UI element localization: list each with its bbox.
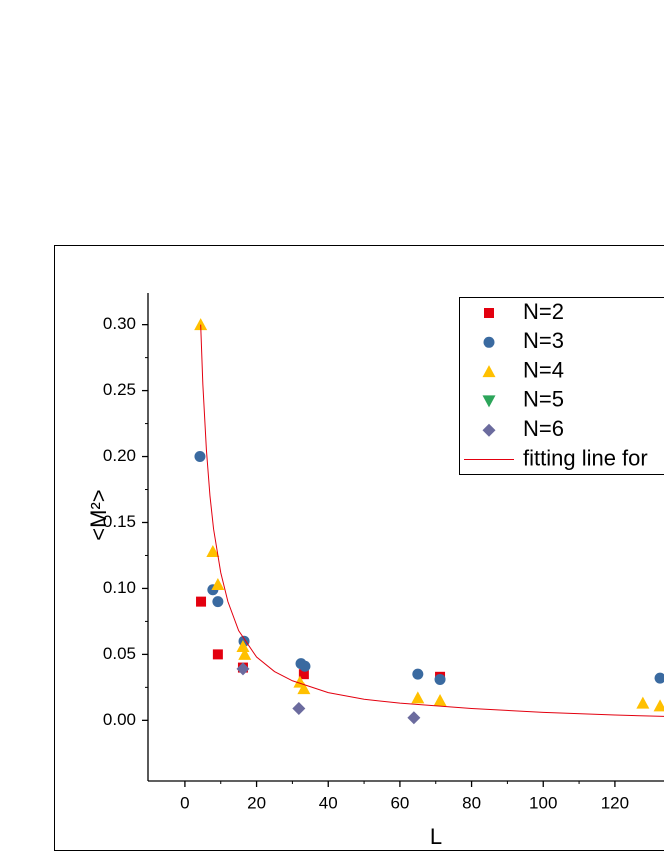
point [236,662,250,676]
point [236,639,250,652]
legend-label: N=2 [523,299,564,324]
legend-box [459,297,664,475]
legend-swatch [482,395,496,408]
point [238,647,252,660]
legend-label: N=5 [523,387,564,412]
x-axis-label: L [430,824,442,849]
y-tick-label: 0.15 [103,512,136,531]
point [412,668,424,680]
point [212,649,223,660]
frame [54,245,664,851]
legend-label: N=3 [523,328,564,353]
legend-swatch [482,423,496,437]
point [433,694,447,707]
y-tick-label: 0.30 [103,314,136,333]
point [292,701,306,715]
point [194,318,208,331]
point [211,577,225,590]
point [407,711,421,725]
legend-swatch [484,308,494,318]
point [206,545,220,558]
y-axis-label: <M²> [86,489,111,540]
legend-label: fitting line for [523,445,648,470]
y-tick-label: 0.25 [103,380,136,399]
point [297,682,311,695]
point [653,699,664,712]
point [196,596,207,607]
point [654,672,664,684]
legend-label: N=6 [523,416,564,441]
y-tick-label: 0.10 [103,578,136,597]
x-tick-label: 100 [529,793,557,812]
legend-swatch [483,336,495,348]
legend-swatch [482,365,496,378]
x-tick-label: 80 [462,793,481,812]
y-tick-label: 0.05 [103,644,136,663]
y-tick-label: 0.00 [103,710,136,729]
legend-label: N=4 [523,357,564,382]
x-tick-label: 20 [247,793,266,812]
point [298,669,309,680]
point [636,696,650,709]
point [434,673,446,685]
x-tick-label: 0 [180,793,189,812]
point [212,596,224,608]
x-tick-label: 40 [319,793,338,812]
x-tick-label: 60 [390,793,409,812]
x-tick-label: 120 [601,793,629,812]
point [194,451,206,463]
point [411,691,425,704]
point [299,660,311,672]
fit-line [200,324,664,717]
y-tick-label: 0.20 [103,446,136,465]
